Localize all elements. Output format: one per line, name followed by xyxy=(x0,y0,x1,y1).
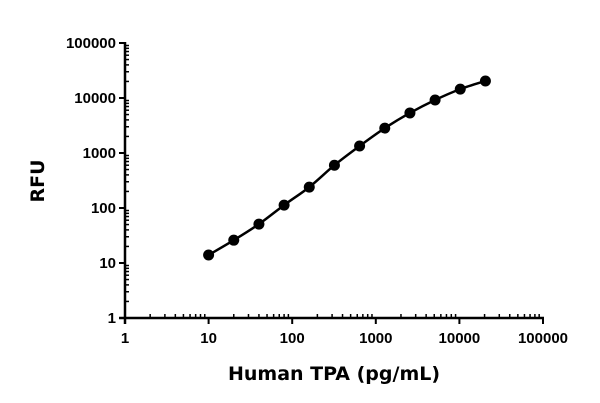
data-point xyxy=(479,75,491,87)
data-point xyxy=(228,234,240,246)
x-tick-label: 1000 xyxy=(359,330,392,347)
data-point xyxy=(303,181,315,193)
y-tick-label: 1 xyxy=(108,310,116,327)
data-point xyxy=(379,122,391,134)
y-tick-labels: 1 10 100 1000 10000 100000 xyxy=(66,35,116,327)
x-tick-label: 100000 xyxy=(518,330,568,347)
y-tick-label: 10 xyxy=(99,255,116,272)
x-tick-label: 1 xyxy=(121,330,129,347)
x-tick-label: 10000 xyxy=(439,330,481,347)
y-tick-label: 100 xyxy=(91,200,116,217)
data-point xyxy=(404,107,416,119)
data-point xyxy=(454,83,466,95)
x-tick-label: 100 xyxy=(280,330,305,347)
y-tick-label: 10000 xyxy=(74,90,116,107)
data-series xyxy=(203,75,491,261)
fit-curve xyxy=(207,79,486,257)
data-point xyxy=(203,249,215,261)
y-axis-title: RFU xyxy=(27,159,49,202)
data-point xyxy=(429,94,441,106)
y-tick-label: 100000 xyxy=(66,35,116,52)
y-axis xyxy=(119,42,129,324)
data-point xyxy=(328,159,340,171)
data-point xyxy=(354,140,366,152)
data-point xyxy=(278,199,290,211)
x-tick-label: 10 xyxy=(200,330,217,347)
x-axis-title: Human TPA (pg/mL) xyxy=(228,363,440,385)
data-point xyxy=(253,218,265,230)
x-axis xyxy=(119,314,544,324)
x-tick-labels: 1 10 100 1000 10000 100000 xyxy=(121,330,568,347)
y-tick-label: 1000 xyxy=(83,145,116,162)
